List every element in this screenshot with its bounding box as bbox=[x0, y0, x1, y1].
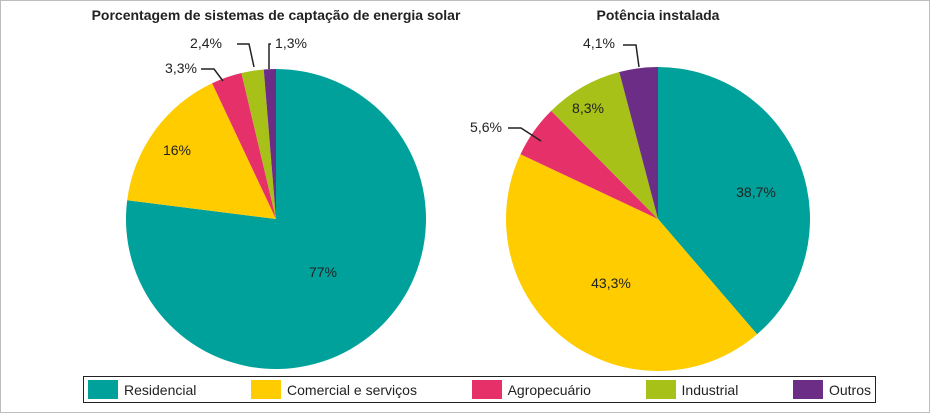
leader-line bbox=[201, 68, 224, 82]
legend-item-outros: Outros bbox=[792, 380, 871, 399]
data-label: 16% bbox=[163, 142, 191, 158]
data-label: 5,6% bbox=[470, 119, 502, 135]
legend-label: Industrial bbox=[681, 381, 739, 398]
pie-slice-1-2 bbox=[520, 110, 658, 219]
data-label: 2,4% bbox=[190, 35, 222, 51]
chart-title-left: Porcentagem de sistemas de captação de e… bbox=[91, 7, 461, 23]
legend-item-comercial: Comercial e serviços bbox=[251, 380, 417, 399]
data-label: 8,3% bbox=[572, 100, 604, 116]
data-label: 3,3% bbox=[165, 60, 197, 76]
data-label: 1,3% bbox=[275, 35, 307, 51]
chart-title-right: Potência instalada bbox=[596, 7, 720, 23]
data-label: 4,1% bbox=[583, 35, 615, 51]
legend-swatch bbox=[645, 380, 676, 399]
legend-label: Agropecuário bbox=[507, 381, 591, 398]
pie-slice-0-4 bbox=[263, 69, 276, 219]
pie-slice-1-4 bbox=[619, 67, 658, 219]
leader-line bbox=[237, 43, 255, 68]
pie-slice-0-2 bbox=[212, 73, 276, 220]
legend-item-industrial: Industrial bbox=[645, 380, 739, 399]
legend-label: Residencial bbox=[124, 381, 197, 398]
legend: Residencial Comercial e serviços Agropec… bbox=[83, 376, 876, 403]
leader-line bbox=[268, 43, 271, 69]
legend-swatch bbox=[88, 380, 118, 399]
pie-slice-0-3 bbox=[241, 69, 276, 219]
leader-line bbox=[623, 44, 640, 68]
legend-swatch bbox=[251, 380, 282, 399]
pie-slice-1-1 bbox=[506, 154, 758, 371]
pie-slice-1-0 bbox=[658, 67, 810, 335]
data-label: 43,3% bbox=[591, 275, 631, 291]
pie-slice-0-1 bbox=[127, 83, 276, 219]
legend-item-agropecuario: Agropecuário bbox=[471, 380, 591, 399]
legend-label: Outros bbox=[828, 381, 871, 398]
data-label: 38,7% bbox=[736, 184, 776, 200]
data-label: 77% bbox=[309, 264, 337, 280]
legend-swatch bbox=[792, 380, 823, 399]
pie-slice-1-3 bbox=[551, 72, 658, 219]
leader-line bbox=[508, 127, 542, 142]
legend-label: Comercial e serviços bbox=[287, 381, 417, 398]
legend-swatch bbox=[471, 380, 502, 399]
legend-item-residencial: Residencial bbox=[88, 380, 196, 399]
